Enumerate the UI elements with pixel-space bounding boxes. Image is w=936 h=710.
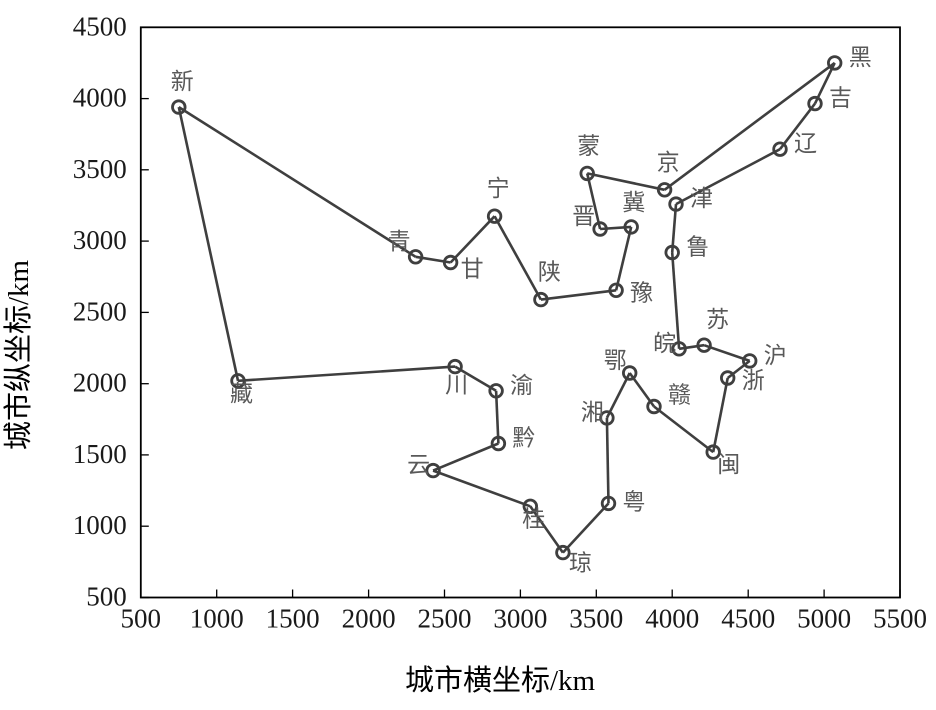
svg-text:宁: 宁	[487, 176, 510, 201]
svg-text:3000: 3000	[493, 604, 547, 634]
svg-text:豫: 豫	[630, 280, 653, 305]
svg-text:津: 津	[690, 186, 713, 211]
svg-text:苏: 苏	[706, 307, 729, 332]
svg-text:4500: 4500	[73, 11, 127, 41]
svg-text:辽: 辽	[794, 131, 817, 156]
svg-text:粤: 粤	[623, 489, 646, 514]
svg-text:蒙: 蒙	[577, 133, 600, 158]
svg-text:沪: 沪	[764, 343, 787, 368]
svg-text:皖: 皖	[653, 331, 676, 356]
svg-text:1000: 1000	[73, 510, 127, 540]
svg-text:500: 500	[86, 582, 127, 612]
svg-text:城市横坐标/km: 城市横坐标/km	[405, 664, 596, 697]
svg-text:青: 青	[388, 229, 411, 254]
svg-text:4500: 4500	[721, 604, 775, 634]
svg-text:云: 云	[407, 453, 430, 478]
svg-text:5000: 5000	[797, 604, 851, 634]
svg-text:黑: 黑	[849, 45, 872, 70]
svg-text:陕: 陕	[538, 260, 561, 285]
svg-text:吉: 吉	[829, 86, 852, 111]
svg-text:甘: 甘	[461, 257, 484, 282]
svg-text:赣: 赣	[668, 383, 691, 408]
svg-text:1500: 1500	[73, 439, 127, 469]
svg-text:3500: 3500	[569, 604, 623, 634]
svg-text:浙: 浙	[742, 368, 765, 393]
svg-text:新: 新	[171, 69, 194, 94]
svg-text:3000: 3000	[73, 225, 127, 255]
svg-text:川: 川	[445, 373, 468, 398]
svg-text:晋: 晋	[572, 204, 595, 229]
svg-text:城市纵坐标/km: 城市纵坐标/km	[2, 260, 35, 451]
svg-text:2000: 2000	[73, 368, 127, 398]
svg-text:2500: 2500	[418, 604, 472, 634]
svg-text:2500: 2500	[73, 296, 127, 326]
svg-text:藏: 藏	[230, 381, 253, 406]
svg-text:4000: 4000	[73, 83, 127, 113]
svg-text:黔: 黔	[512, 426, 535, 451]
svg-text:鄂: 鄂	[604, 348, 627, 373]
svg-text:3500: 3500	[73, 154, 127, 184]
svg-text:鲁: 鲁	[686, 235, 709, 260]
svg-text:5500: 5500	[873, 604, 927, 634]
svg-text:渝: 渝	[510, 373, 533, 398]
svg-text:京: 京	[657, 150, 680, 175]
svg-text:湘: 湘	[581, 400, 604, 425]
svg-text:1000: 1000	[190, 604, 244, 634]
svg-text:1500: 1500	[266, 604, 320, 634]
svg-text:闽: 闽	[717, 452, 740, 477]
svg-text:冀: 冀	[622, 190, 645, 215]
svg-text:4000: 4000	[645, 604, 699, 634]
svg-text:桂: 桂	[522, 506, 545, 531]
svg-text:2000: 2000	[342, 604, 396, 634]
svg-text:琼: 琼	[569, 551, 592, 576]
